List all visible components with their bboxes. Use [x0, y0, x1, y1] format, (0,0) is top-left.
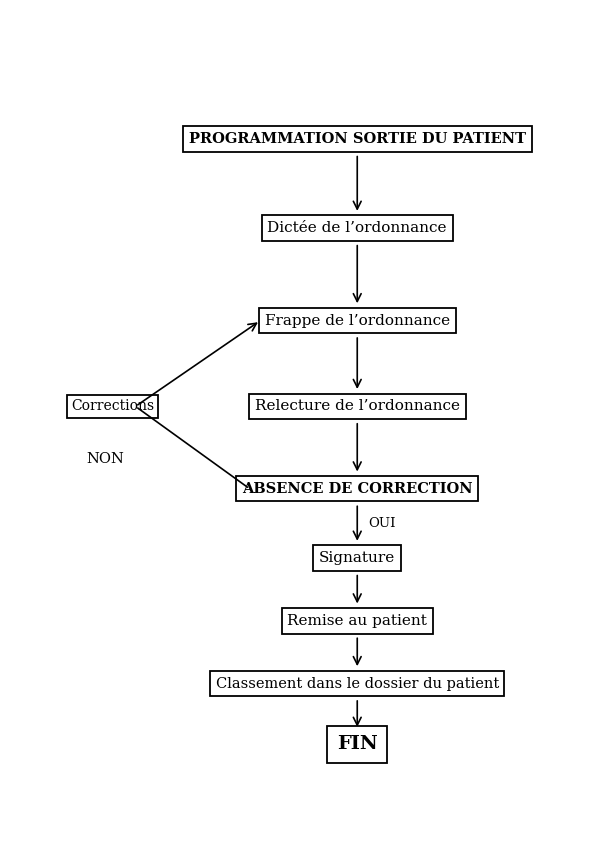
Text: FIN: FIN: [337, 735, 378, 753]
Text: Frappe de l’ordonnance: Frappe de l’ordonnance: [265, 314, 450, 327]
Text: Classement dans le dossier du patient: Classement dans le dossier du patient: [215, 676, 499, 691]
Text: Corrections: Corrections: [71, 399, 154, 413]
Text: OUI: OUI: [369, 517, 396, 530]
Text: PROGRAMMATION SORTIE DU PATIENT: PROGRAMMATION SORTIE DU PATIENT: [189, 132, 526, 147]
Text: Remise au patient: Remise au patient: [287, 614, 427, 628]
Text: NON: NON: [87, 452, 124, 466]
Text: Relecture de l’ordonnance: Relecture de l’ordonnance: [255, 399, 460, 413]
Text: Signature: Signature: [319, 551, 395, 565]
Text: ABSENCE DE CORRECTION: ABSENCE DE CORRECTION: [242, 482, 473, 496]
Text: Dictée de l’ordonnance: Dictée de l’ordonnance: [267, 221, 447, 235]
